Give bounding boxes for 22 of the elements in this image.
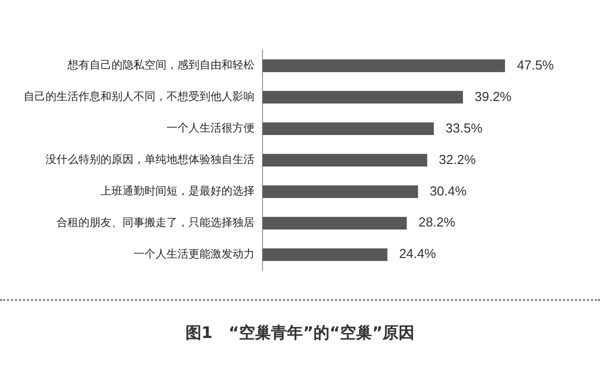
data-label: 33.5% [446,120,483,136]
data-label: 30.4% [430,183,467,198]
text: 图1 “空巢青年”的“空巢”原因 [184,323,416,344]
y-tick-label: 合租的朋友、同事搬走了，只能选择独居 [56,216,254,230]
bar [262,90,463,104]
bar [262,248,388,261]
bar [262,216,407,230]
data-label: 47.5% [517,57,554,72]
y-tick-label: 一个人生活更能激发动力 [134,248,254,261]
y-tick-label: 上班通勤时间短，是最好的选择 [100,184,254,198]
data-label: 24.4% [399,246,436,262]
bar [262,154,428,167]
data-label: 39.2% [474,88,512,104]
y-tick-label: 想有自己的隐私空间，感到自由和轻松 [66,58,254,72]
bar [262,59,505,72]
data-label: 32.2% [438,152,476,167]
bar [262,185,418,198]
data-label: 28.2% [418,214,456,230]
y-tick-label: 没什么特别的原因，单纯地想体验独自生活 [46,153,254,166]
bar [262,122,434,136]
y-tick-label: 一个人生活很方便 [166,122,254,135]
y-tick-label: 自己的生活作息和别人不同，不想受到他人影响 [24,90,254,104]
